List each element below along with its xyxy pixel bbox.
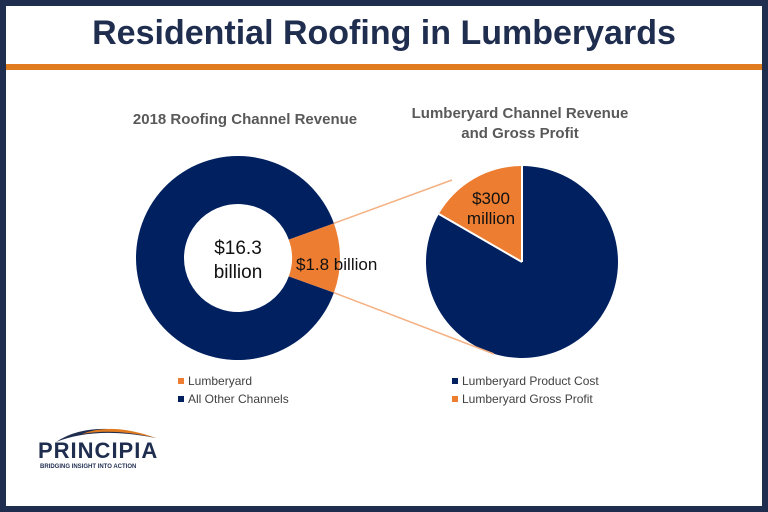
connector-line-bottom <box>333 291 495 355</box>
pie-slice-divider <box>438 213 523 263</box>
slide-title: Residential Roofing in Lumberyards <box>92 14 676 52</box>
legend-label: Lumberyard <box>188 374 253 388</box>
connector-line-top <box>333 179 453 225</box>
donut-slice-lumberyard <box>288 223 340 293</box>
pie-chart-title: Lumberyard Channel Revenue and Gross Pro… <box>411 105 629 142</box>
donut-legend: Lumberyard All Other Channels <box>178 372 289 408</box>
legend-item-product-cost: Lumberyard Product Cost <box>452 372 599 390</box>
legend-label: Lumberyard Product Cost <box>462 374 599 388</box>
legend-swatch-navy <box>178 396 184 402</box>
pie-slice-gross-profit <box>438 166 522 262</box>
donut-chart-title: 2018 Roofing Channel Revenue <box>132 111 358 128</box>
legend-label: Lumberyard Gross Profit <box>462 392 593 406</box>
legend-item-lumberyard: Lumberyard <box>178 372 289 390</box>
donut-center-value: $16.3 <box>214 238 262 259</box>
donut-slice-label: $1.8 billion <box>296 255 377 274</box>
legend-item-other-channels: All Other Channels <box>178 390 289 408</box>
logo-arc-icon <box>56 428 156 442</box>
donut-center-unit: billion <box>214 262 263 283</box>
title-divider <box>6 64 762 70</box>
pie-slice-label-unit: million <box>467 209 515 228</box>
logo-wordmark: PRINCIPIA <box>38 438 159 463</box>
legend-item-gross-profit: Lumberyard Gross Profit <box>452 390 599 408</box>
pie-slice-label: $300 <box>472 189 510 208</box>
pie-legend: Lumberyard Product Cost Lumberyard Gross… <box>452 372 599 408</box>
principia-logo: PRINCIPIA BRIDGING INSIGHT INTO ACTION <box>38 420 168 480</box>
donut-slice-other-channels <box>136 155 334 360</box>
legend-swatch-orange <box>452 396 458 402</box>
legend-label: All Other Channels <box>188 392 289 406</box>
logo-tagline: BRIDGING INSIGHT INTO ACTION <box>40 464 137 470</box>
legend-swatch-navy <box>452 378 458 384</box>
legend-swatch-orange <box>178 378 184 384</box>
